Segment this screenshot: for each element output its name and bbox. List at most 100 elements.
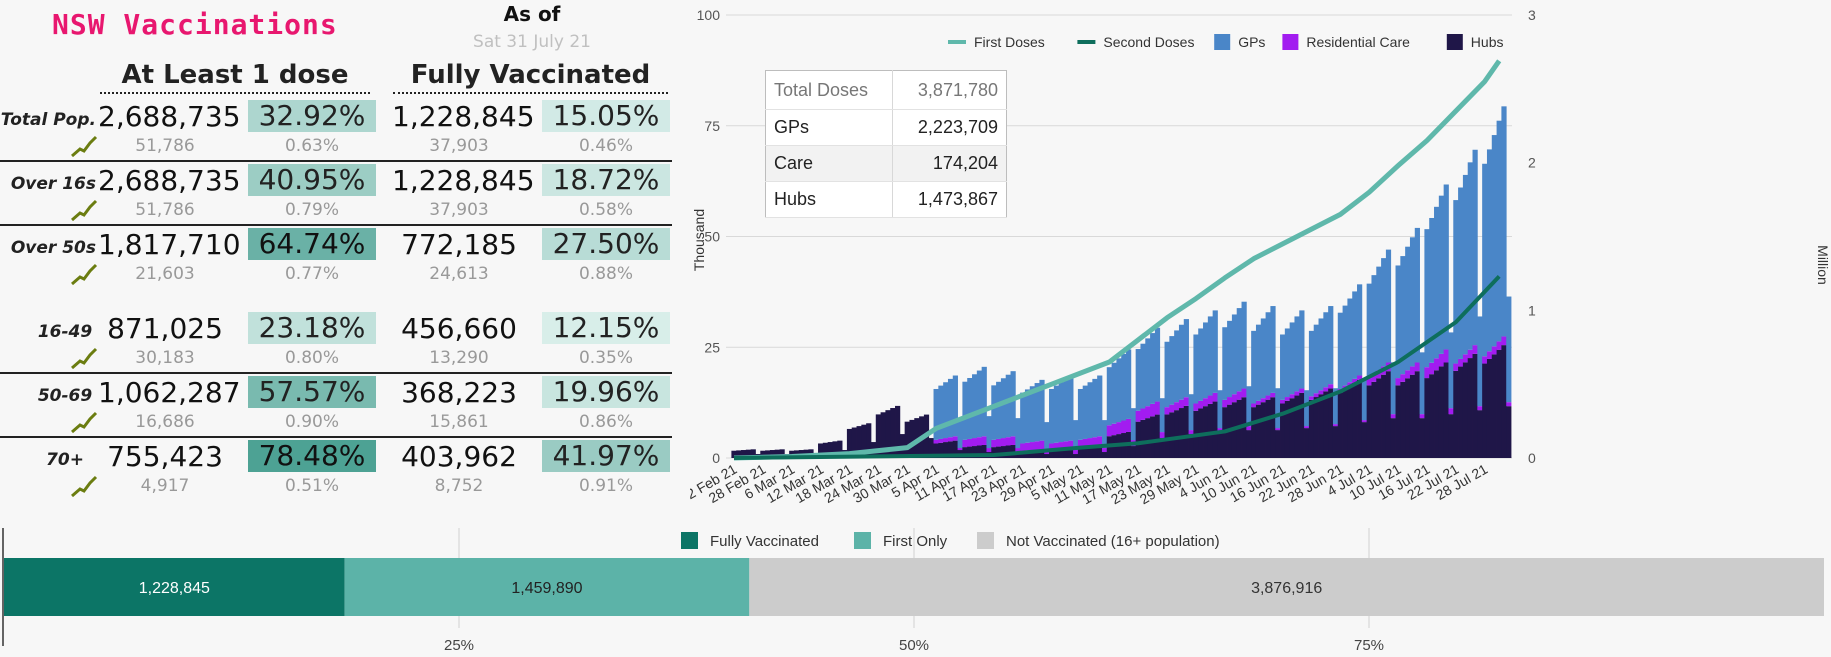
- care-bar: [1101, 448, 1108, 453]
- care-bar: [933, 439, 939, 444]
- care-bar: [1434, 358, 1440, 371]
- gps-bar: [938, 385, 944, 439]
- total-doses-label: Total Doses: [765, 70, 893, 110]
- care-bar: [1198, 400, 1204, 409]
- gps-bar: [1376, 266, 1382, 371]
- care-bar: [1299, 388, 1305, 393]
- hubs-bar: [1053, 450, 1060, 458]
- gps-bar: [1126, 349, 1132, 419]
- doses-table-value: 1,473,867: [892, 181, 1007, 218]
- gps-bar: [1029, 386, 1035, 443]
- care-bar: [1390, 414, 1396, 419]
- care-bar: [1400, 374, 1406, 382]
- doses-table-label: Care: [765, 145, 893, 182]
- hubs-bar: [1477, 410, 1483, 458]
- gps-bar: [1207, 316, 1214, 396]
- fully-vaccinated-count: 772,185: [401, 228, 517, 261]
- first-dose-daily-change: 51,786: [135, 200, 195, 220]
- gps-bar: [1154, 327, 1161, 402]
- gps-bar: [1270, 306, 1276, 393]
- gps-bar: [1140, 343, 1146, 409]
- care-bar: [967, 438, 973, 447]
- care-bar: [1092, 437, 1098, 446]
- first-dose-percent-change: 0.63%: [284, 136, 339, 156]
- hubs-bar: [1246, 430, 1252, 458]
- fully-vaccinated-daily-change: 8,752: [434, 476, 484, 496]
- fully-vaccinated-count: 1,228,845: [392, 100, 535, 133]
- hubs-bar: [1424, 378, 1430, 458]
- hubs-bar: [1347, 386, 1353, 458]
- hubs-bar: [1361, 422, 1368, 458]
- gps-bar: [1058, 382, 1064, 443]
- gps-bar: [1236, 308, 1242, 392]
- hubs-bar: [1140, 419, 1146, 458]
- hubs-bar: [1217, 432, 1223, 458]
- care-bar: [1294, 391, 1300, 396]
- care-bar: [1409, 366, 1416, 375]
- first-dose-daily-change: 30,183: [135, 348, 195, 368]
- first-dose-count: 755,423: [107, 440, 223, 473]
- care-bar: [1280, 399, 1286, 404]
- care-bar: [1313, 393, 1319, 398]
- hubs-bar: [1462, 362, 1469, 458]
- gps-bar: [1073, 420, 1079, 451]
- fully-vaccinated-count: 456,660: [401, 312, 517, 345]
- hubs-bar: [851, 427, 857, 458]
- first-dose-percent-change: 0.80%: [284, 348, 339, 368]
- hubs-bar: [1154, 414, 1161, 458]
- hubs-bar: [1467, 358, 1473, 458]
- hubs-bar: [1304, 428, 1310, 458]
- hubs-bar: [1400, 381, 1406, 458]
- hubs-bar: [1491, 354, 1497, 458]
- care-bar: [1275, 428, 1281, 431]
- hubs-bar: [1077, 447, 1084, 458]
- hubs-bar: [1294, 395, 1300, 458]
- total-doses-value: 3,871,780: [892, 70, 1007, 110]
- gps-bar: [1323, 312, 1329, 388]
- care-bar: [1332, 424, 1339, 427]
- gps-bar: [1227, 320, 1233, 398]
- gps-bar: [947, 378, 954, 438]
- care-bar: [1063, 441, 1069, 450]
- care-bar: [952, 436, 958, 441]
- hubs-bar: [736, 450, 742, 458]
- hubs-bar: [1308, 399, 1315, 458]
- gps-bar: [1246, 386, 1252, 427]
- gps-bar: [1299, 310, 1305, 389]
- hubs-bar: [1058, 450, 1064, 458]
- y-tick-label: 25: [704, 339, 720, 355]
- trend-up-icon: [70, 198, 98, 222]
- care-bar: [1462, 354, 1469, 363]
- doses-table-row-gps: GPs 2,223,709: [765, 109, 1007, 146]
- gps-bar: [1265, 312, 1271, 396]
- legend-swatch: [681, 532, 698, 549]
- legend-label: Fully Vaccinated: [710, 533, 819, 550]
- first-dose-percent-change: 0.90%: [284, 412, 339, 432]
- care-bar: [1284, 397, 1291, 401]
- care-bar: [1227, 397, 1233, 405]
- gps-bar: [1231, 314, 1238, 395]
- gps-bar: [1150, 333, 1156, 404]
- segment-value-label: 1,459,890: [511, 580, 582, 597]
- care-bar: [1174, 402, 1180, 411]
- hubs-bar: [928, 438, 934, 458]
- hubs-bar: [1164, 414, 1170, 458]
- gps-bar: [1385, 249, 1392, 363]
- care-bar: [962, 439, 968, 448]
- care-bar: [986, 448, 992, 453]
- hubs-bar: [1332, 426, 1339, 458]
- first-dose-daily-change: 51,786: [135, 136, 195, 156]
- segment-value-label: 3,876,916: [1251, 580, 1322, 597]
- gps-bar: [1434, 206, 1440, 359]
- legend-swatch: [1446, 34, 1463, 50]
- segment-value-label: 1,228,845: [139, 580, 210, 597]
- at-least-one-dose-heading: At Least 1 dose: [100, 60, 370, 94]
- fully-vaccinated-percent: 15.05%: [542, 100, 670, 132]
- hubs-bar: [1390, 418, 1396, 458]
- care-bar: [1424, 367, 1430, 379]
- gps-bar: [1255, 324, 1262, 401]
- care-bar: [1039, 440, 1045, 450]
- care-bar: [1318, 390, 1324, 395]
- first-dose-count: 1,817,710: [98, 228, 241, 261]
- hubs-bar: [774, 449, 780, 458]
